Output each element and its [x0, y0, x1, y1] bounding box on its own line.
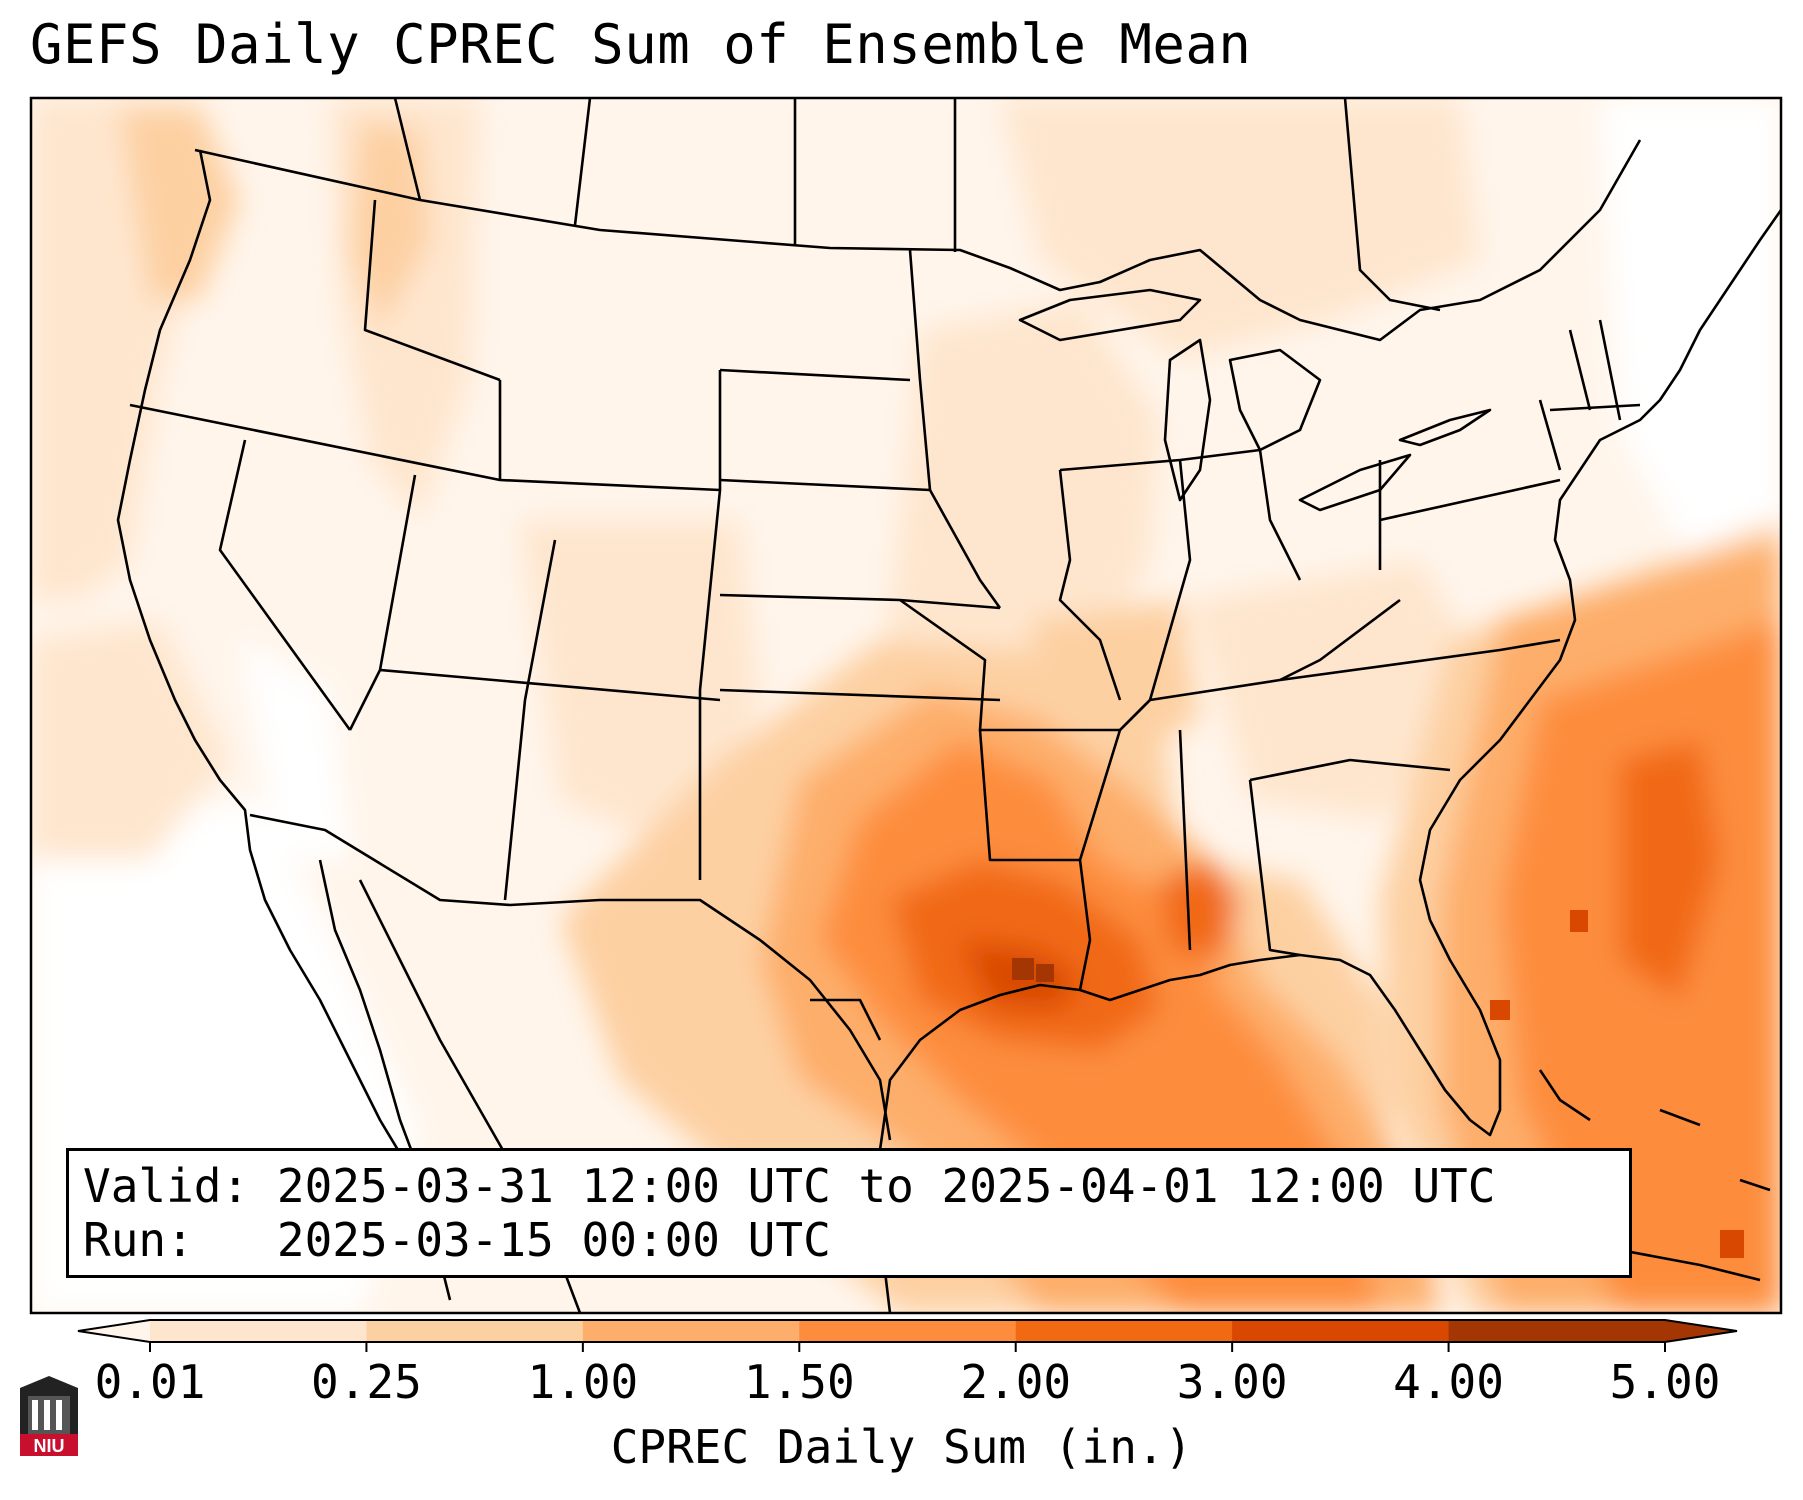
colorbar-tick-label: 4.00 [1393, 1355, 1504, 1409]
colorbar-label: CPREC Daily Sum (in.) [610, 1420, 1193, 1474]
info-box: Valid: 2025-03-31 12:00 UTC to 2025-04-0… [66, 1148, 1632, 1278]
colorbar [77, 1319, 1738, 1352]
colorbar-tick-label: 2.00 [960, 1355, 1072, 1409]
borders [116, 98, 1781, 1313]
page-title: GEFS Daily CPREC Sum of Ensemble Mean [30, 13, 1252, 76]
valid-row: Valid: 2025-03-31 12:00 UTC to 2025-04-0… [83, 1159, 1615, 1213]
colorbar-tick-label: 1.50 [743, 1355, 855, 1409]
colorbar-tick-label: 0.01 [94, 1355, 206, 1409]
colorbar-tick-label: 0.25 [311, 1355, 422, 1409]
colorbar-tick-label: 1.00 [527, 1355, 639, 1409]
map-frame [29, 96, 1783, 1315]
colorbar-cell [799, 1320, 1017, 1342]
colorbar-cell [582, 1320, 800, 1342]
colorbar-extend-low [78, 1320, 150, 1342]
run-label: Run: [83, 1213, 194, 1267]
colorbar-tick-label: 3.00 [1176, 1355, 1288, 1409]
run-row: Run: 2025-03-15 00:00 UTC [83, 1213, 1615, 1267]
colorbar-cell [150, 1320, 367, 1342]
svg-text:NIU: NIU [34, 1436, 65, 1456]
run-time: 2025-03-15 00:00 UTC [276, 1213, 831, 1267]
valid-label: Valid: [83, 1159, 250, 1213]
colorbar-tick-label: 5.00 [1609, 1355, 1721, 1409]
valid-time: 2025-03-31 12:00 UTC to 2025-04-01 12:00… [276, 1159, 1496, 1213]
colorbar-cell [1015, 1320, 1233, 1342]
colorbar-cell [1232, 1320, 1450, 1342]
colorbar-cell [1448, 1320, 1666, 1342]
colorbar-cell [366, 1320, 584, 1342]
colorbar-extend-high [1665, 1320, 1737, 1342]
niu-logo: NIU [20, 1376, 78, 1456]
